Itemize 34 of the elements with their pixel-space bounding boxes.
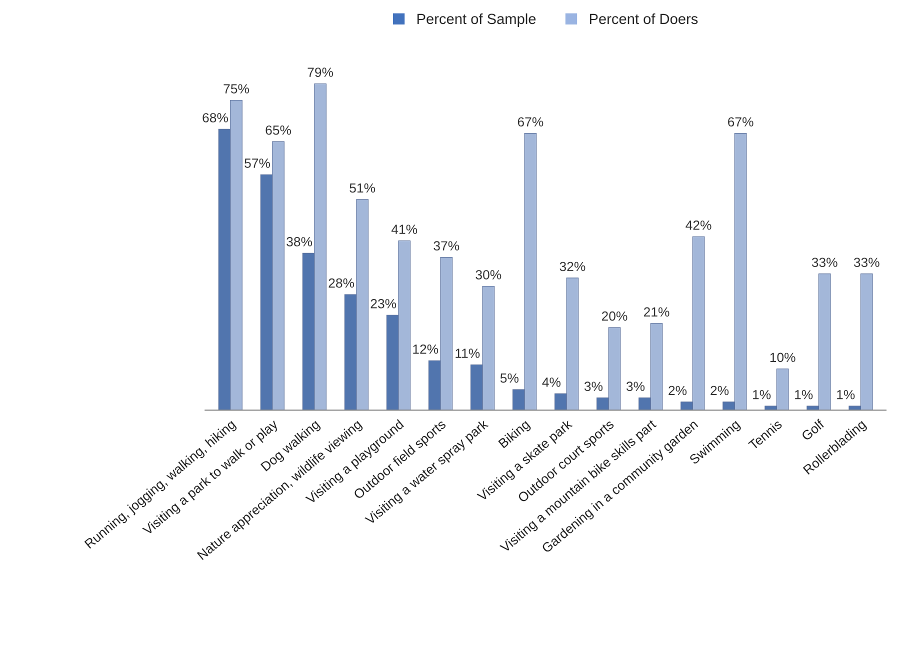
data-label: 33% xyxy=(812,258,838,268)
data-label: 1% xyxy=(795,390,813,400)
data-label: 57% xyxy=(244,158,270,168)
data-label: 11% xyxy=(456,348,480,358)
legend-label: Percent of Doers xyxy=(590,13,698,24)
data-label: 2% xyxy=(668,386,687,396)
data-label: 1% xyxy=(837,390,855,400)
data-label: 12% xyxy=(413,344,438,354)
data-label: 3% xyxy=(626,382,645,392)
data-label: 3% xyxy=(584,382,603,392)
data-label: 37% xyxy=(434,241,460,251)
data-label: 79% xyxy=(308,68,334,77)
data-label: 41% xyxy=(391,224,418,234)
data-label: 75% xyxy=(224,84,249,94)
data-label: 21% xyxy=(644,307,670,317)
data-label: 33% xyxy=(854,258,880,268)
data-label: 5% xyxy=(500,373,518,383)
data-label: 67% xyxy=(728,117,754,127)
data-label: 10% xyxy=(770,352,796,362)
data-label: 20% xyxy=(602,311,628,321)
data-label: 28% xyxy=(328,278,354,288)
data-label: 2% xyxy=(710,386,729,396)
data-label: 51% xyxy=(350,183,376,193)
data-label: 67% xyxy=(518,117,544,127)
data-label: 32% xyxy=(560,262,586,272)
data-label: 42% xyxy=(686,220,712,230)
data-label: 4% xyxy=(542,378,561,387)
data-label: 65% xyxy=(266,125,292,135)
data-label: 68% xyxy=(202,113,228,122)
data-label: 1% xyxy=(753,390,771,400)
data-label: 23% xyxy=(370,299,396,308)
data-label: 30% xyxy=(476,270,502,280)
legend-label: Percent of Sample xyxy=(417,13,536,27)
data-label: 38% xyxy=(286,237,312,246)
